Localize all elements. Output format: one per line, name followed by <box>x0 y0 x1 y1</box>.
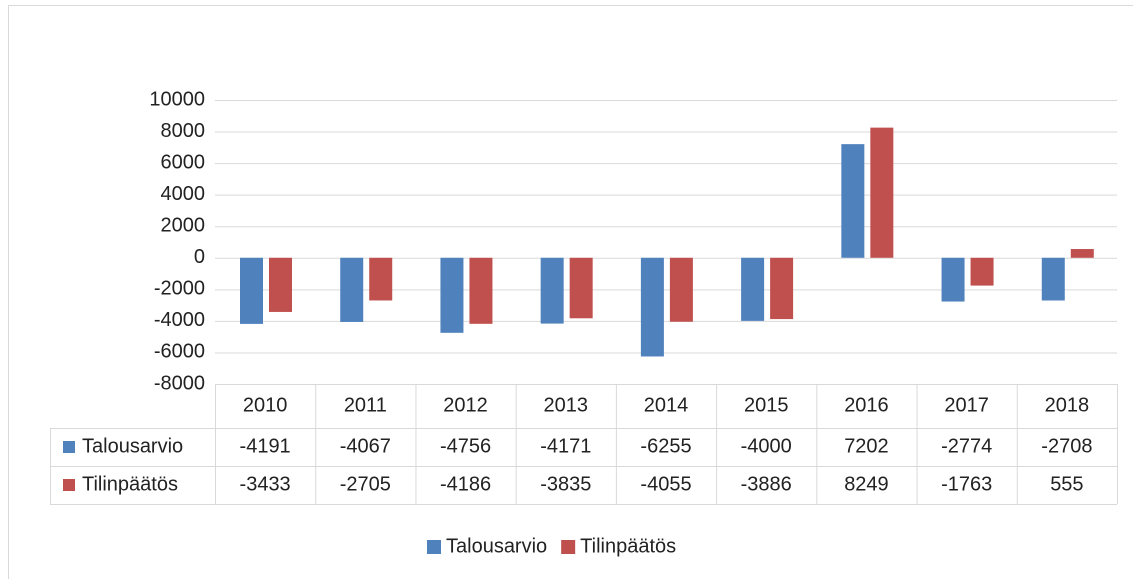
table-value: 555 <box>1050 473 1083 495</box>
bar <box>340 257 364 322</box>
bar <box>469 257 493 324</box>
x-tick-label: 2016 <box>844 394 889 416</box>
y-tick-label: 10000 <box>149 88 205 110</box>
chart-border <box>8 5 1133 579</box>
table-value: -4055 <box>640 473 691 495</box>
bar <box>369 257 393 301</box>
y-tick-label: 2000 <box>161 215 206 237</box>
legend-label: Tilinpäätös <box>580 535 676 557</box>
legend-key <box>63 441 75 453</box>
bar <box>770 257 794 320</box>
x-tick-label: 2012 <box>443 394 488 416</box>
table-value: -4000 <box>741 435 792 457</box>
y-tick-label: -8000 <box>154 372 205 394</box>
y-tick-label: 4000 <box>161 183 206 205</box>
x-tick-label: 2011 <box>344 394 387 416</box>
table-value: -4756 <box>440 435 491 457</box>
legend-key <box>561 540 576 554</box>
table-value: -4191 <box>240 435 291 457</box>
table-value: -3886 <box>741 473 792 495</box>
table-value: -2705 <box>340 473 391 495</box>
table-value: -2774 <box>941 435 992 457</box>
table-value: -4171 <box>540 435 591 457</box>
table-value: -1763 <box>941 473 992 495</box>
legend-key <box>427 540 441 554</box>
table-value: -3835 <box>540 473 591 495</box>
table-value: -4186 <box>440 473 491 495</box>
y-tick-label: 0 <box>194 246 205 268</box>
x-tick-label: 2018 <box>1045 394 1090 416</box>
bar <box>569 257 593 319</box>
bar <box>640 257 664 357</box>
bar <box>240 257 263 324</box>
y-tick-label: -2000 <box>154 278 205 300</box>
y-tick-label: 8000 <box>161 120 206 142</box>
y-tick-label: -6000 <box>154 341 205 363</box>
y-tick-label: -4000 <box>154 309 205 331</box>
table-value: -2708 <box>1041 435 1092 457</box>
legend-label: Talousarvio <box>446 535 547 557</box>
x-tick-label: 2013 <box>544 394 589 416</box>
bar <box>870 127 894 258</box>
table-value: -6255 <box>640 435 691 457</box>
bar <box>669 257 693 322</box>
bar <box>1070 249 1094 258</box>
table-series-name: Tilinpäätös <box>82 473 178 495</box>
table-value: 8249 <box>844 473 889 495</box>
bar <box>269 257 292 312</box>
table-value: 7202 <box>844 435 889 457</box>
bar <box>1041 257 1065 301</box>
x-tick-label: 2017 <box>944 394 989 416</box>
x-tick-label: 2014 <box>644 394 689 416</box>
bar <box>970 257 994 286</box>
bar <box>741 257 765 321</box>
bar <box>440 257 464 333</box>
y-tick-label: 6000 <box>161 151 206 173</box>
x-tick-label: 2015 <box>744 394 789 416</box>
bar <box>941 257 965 302</box>
bar <box>540 257 564 324</box>
table-series-name: Talousarvio <box>82 435 183 457</box>
table-value: -3433 <box>240 473 291 495</box>
legend-key <box>63 479 75 491</box>
bar <box>841 144 865 258</box>
x-tick-label: 2010 <box>243 394 288 416</box>
table-value: -4067 <box>340 435 391 457</box>
